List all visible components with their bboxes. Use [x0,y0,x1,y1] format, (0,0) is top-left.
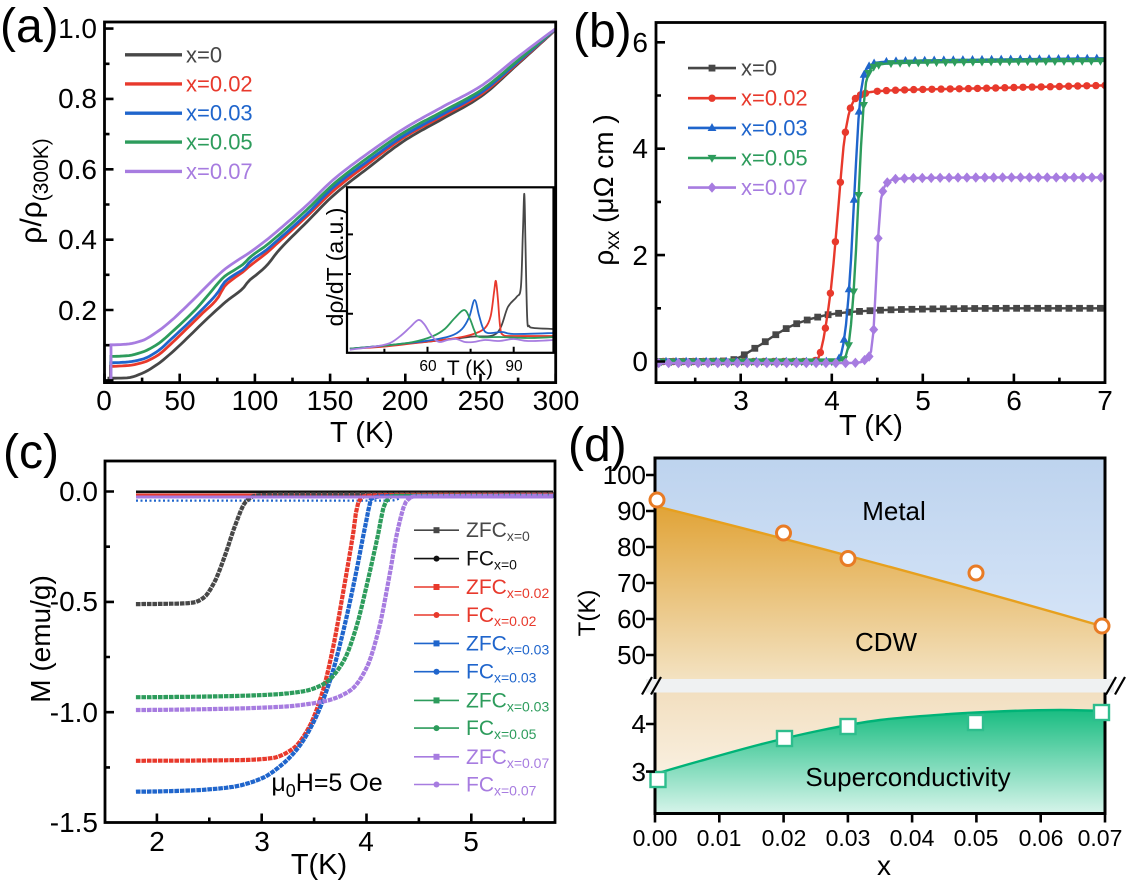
svg-text:CDW: CDW [855,627,918,657]
svg-text:60: 60 [617,604,646,634]
svg-text:4: 4 [632,133,648,164]
svg-text:0.2: 0.2 [58,295,97,326]
svg-text:60: 60 [419,358,437,375]
svg-text:80: 80 [617,532,646,562]
svg-text:0.00: 0.00 [633,825,678,851]
svg-text:3: 3 [733,385,749,416]
svg-text:0.02: 0.02 [762,825,807,851]
svg-text:0: 0 [632,346,648,377]
svg-text:x=0.07: x=0.07 [741,175,808,200]
svg-text:5: 5 [463,826,479,857]
svg-text:4: 4 [632,709,646,739]
svg-text:(a): (a) [0,0,59,53]
svg-text:x=0.02: x=0.02 [741,86,808,111]
svg-text:M (emu/g): M (emu/g) [25,575,56,703]
svg-text:0.01: 0.01 [697,825,742,851]
svg-text:250: 250 [458,385,505,416]
svg-text:0.8: 0.8 [58,83,97,114]
svg-text:x=0.03: x=0.03 [186,101,253,126]
svg-text:2: 2 [632,240,648,271]
svg-text:Metal: Metal [862,496,926,526]
svg-text:T (K): T (K) [330,417,394,449]
svg-text:T (K): T (K) [839,410,903,442]
svg-text:x=0: x=0 [186,42,222,67]
svg-text:70: 70 [617,568,646,598]
svg-text:0.07: 0.07 [1078,825,1123,851]
svg-text:2: 2 [149,826,165,857]
svg-text:-0.5: -0.5 [50,586,98,617]
svg-text:-1.5: -1.5 [50,807,98,838]
svg-text:T(K): T(K) [574,590,601,637]
svg-text:50: 50 [164,385,195,416]
svg-text:x=0.07: x=0.07 [186,159,253,184]
svg-text:(b): (b) [573,5,632,58]
svg-text:3: 3 [632,757,646,787]
svg-text:100: 100 [603,460,646,490]
svg-text:x=0.02: x=0.02 [186,71,253,96]
svg-text:200: 200 [382,385,429,416]
svg-text:Superconductivity: Superconductivity [805,762,1010,792]
svg-text:50: 50 [617,640,646,670]
svg-text:(c): (c) [3,426,59,479]
svg-text:0.06: 0.06 [1019,825,1064,851]
svg-text:-1.0: -1.0 [50,697,98,728]
svg-text:x=0.05: x=0.05 [741,146,808,171]
svg-text:7: 7 [1097,385,1113,416]
svg-text:0.04: 0.04 [890,825,935,851]
svg-text:300: 300 [533,385,580,416]
svg-text:4: 4 [824,385,840,416]
svg-text:0.0: 0.0 [59,476,98,507]
svg-text:5: 5 [915,385,931,416]
svg-text:90: 90 [617,496,646,526]
svg-text:dρ/dT (a.u.): dρ/dT (a.u.) [322,208,348,327]
svg-text:90: 90 [505,358,523,375]
svg-text:x=0: x=0 [741,56,777,81]
svg-text:T(K): T(K) [291,849,347,881]
svg-text:6: 6 [1006,385,1022,416]
svg-text:4: 4 [358,826,374,857]
svg-text:0.05: 0.05 [954,825,999,851]
svg-text:x=0.03: x=0.03 [741,115,808,140]
svg-text:T (K): T (K) [447,357,493,380]
svg-text:(d): (d) [568,419,627,472]
svg-text:100: 100 [232,385,279,416]
svg-text:0.03: 0.03 [826,825,871,851]
svg-text:1.0: 1.0 [58,13,97,44]
svg-text:150: 150 [307,385,354,416]
svg-text:x=0.05: x=0.05 [186,130,253,155]
svg-text:ZFCx=0.02: ZFCx=0.02 [466,576,549,601]
svg-text:0.4: 0.4 [58,224,97,255]
svg-text:x: x [877,850,891,881]
svg-text:0: 0 [96,385,112,416]
svg-text:3: 3 [254,826,270,857]
svg-text:6: 6 [632,27,648,58]
svg-text:μ0H=5 Oe: μ0H=5 Oe [271,769,382,801]
svg-text:0.6: 0.6 [58,154,97,185]
